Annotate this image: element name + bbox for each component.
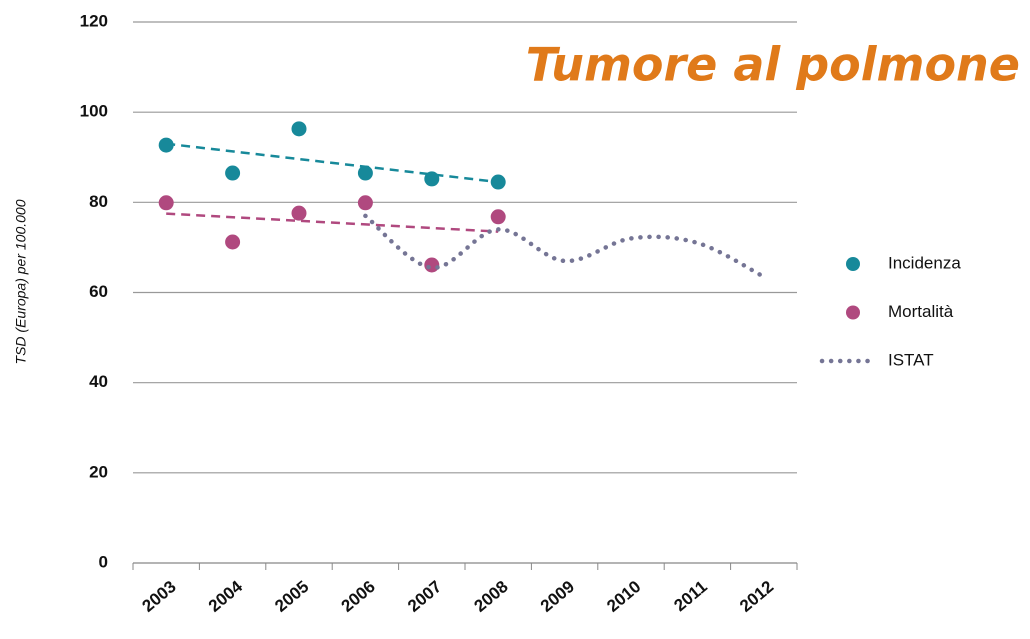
x-tick-label: 2004 [205,577,247,616]
legend-label: ISTAT [888,350,934,369]
data-point [291,205,307,221]
data-point [158,137,174,153]
y-tick-label: 40 [89,372,108,391]
x-tick-label: 2011 [670,577,710,615]
data-point [424,171,440,187]
y-tick-label: 100 [80,102,108,121]
x-tick-label: 2005 [271,577,312,616]
x-tick-label: 2006 [338,577,379,616]
x-tick-label: 2007 [404,577,445,616]
data-point [158,195,174,211]
data-point [357,165,373,181]
data-point [291,121,307,137]
trend-line [166,212,499,233]
y-axis-label: TSD (Europa) per 100.000 [13,199,29,364]
data-point [490,209,506,225]
x-tick-label: 2003 [138,577,179,616]
trend-line [166,142,499,184]
y-tick-label: 20 [89,462,108,481]
y-tick-label: 80 [89,192,108,211]
y-tick-label: 120 [80,11,108,30]
data-point [225,234,241,250]
legend-label: Incidenza [888,253,961,272]
data-point [225,165,241,181]
x-tick-label: 2010 [603,577,644,616]
istat-line [363,213,767,279]
legend-swatch [846,257,860,271]
legend-label: Mortalità [888,302,954,321]
y-tick-label: 60 [89,282,108,301]
data-point [424,257,440,273]
data-point [357,195,373,211]
x-tick-label: 2008 [470,577,511,616]
x-tick-label: 2009 [537,577,578,616]
chart-title: Tumore al polmone [526,38,1020,92]
x-tick-label: 2012 [736,577,777,616]
y-tick-label: 0 [99,552,108,571]
data-point [490,174,506,190]
legend-swatch [846,305,860,320]
